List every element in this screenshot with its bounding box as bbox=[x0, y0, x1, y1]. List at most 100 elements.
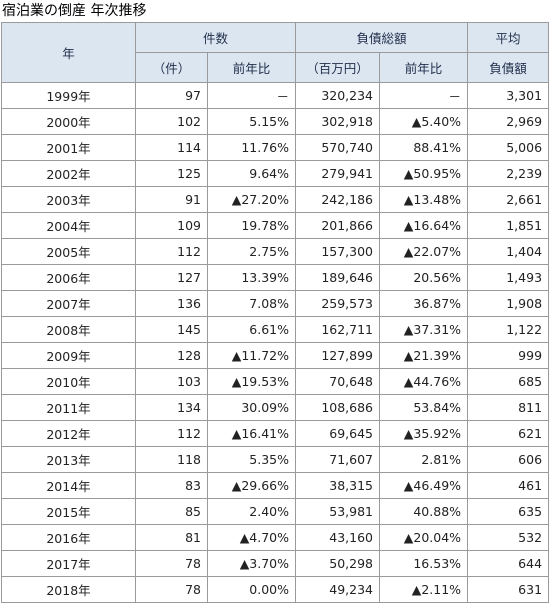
table-row: 2017年 78 ▲3.70% 50,298 16.53% 644 bbox=[1, 550, 550, 577]
value-cell: 50,298 bbox=[295, 550, 381, 577]
value-cell: 2,239 bbox=[467, 160, 550, 187]
value-cell: 83 bbox=[135, 472, 208, 499]
value-cell: 2.75% bbox=[206, 238, 297, 265]
year-cell: 2014年 bbox=[1, 472, 136, 499]
year-cell: 2007年 bbox=[1, 290, 136, 317]
header-cell: 前年比 bbox=[206, 52, 297, 83]
table-row: 2010年 103 ▲19.53% 70,648 ▲44.76% 685 bbox=[1, 368, 550, 395]
value-cell: ▲22.07% bbox=[379, 238, 469, 265]
value-cell: 2.81% bbox=[379, 446, 469, 473]
value-cell: 128 bbox=[135, 342, 208, 369]
value-cell: 71,607 bbox=[295, 446, 381, 473]
value-cell: 685 bbox=[467, 368, 550, 395]
year-cell: 2017年 bbox=[1, 550, 136, 577]
year-cell: 1999年 bbox=[1, 82, 136, 109]
value-cell: ▲16.41% bbox=[206, 420, 297, 447]
title: 宿泊業の倒産 年次推移 bbox=[2, 3, 147, 19]
value-cell: － bbox=[206, 82, 297, 109]
year-cell: 2015年 bbox=[1, 498, 136, 525]
year-cell: 2011年 bbox=[1, 394, 136, 421]
header-cell: （件） bbox=[135, 52, 208, 83]
value-cell: ▲5.40% bbox=[379, 108, 469, 135]
value-cell: ▲13.48% bbox=[379, 186, 469, 213]
value-cell: 127,899 bbox=[295, 342, 381, 369]
year-cell: 2010年 bbox=[1, 368, 136, 395]
value-cell: 570,740 bbox=[295, 134, 381, 161]
table-row: 1999年 97 － 320,234 － 3,301 bbox=[1, 82, 550, 109]
value-cell: ▲35.92% bbox=[379, 420, 469, 447]
value-cell: 81 bbox=[135, 524, 208, 551]
year-cell: 2013年 bbox=[1, 446, 136, 473]
value-cell: 136 bbox=[135, 290, 208, 317]
value-cell: ▲50.95% bbox=[379, 160, 469, 187]
year-cell: 2006年 bbox=[1, 264, 136, 291]
value-cell: ▲19.53% bbox=[206, 368, 297, 395]
value-cell: ▲29.66% bbox=[206, 472, 297, 499]
value-cell: 644 bbox=[467, 550, 550, 577]
value-cell: 43,160 bbox=[295, 524, 381, 551]
value-cell: 6.61% bbox=[206, 316, 297, 343]
table-row: 2001年 114 11.76% 570,740 88.41% 5,006 bbox=[1, 134, 550, 161]
header-cell: 負債総額 bbox=[295, 22, 469, 53]
table-row: 2015年 85 2.40% 53,981 40.88% 635 bbox=[1, 498, 550, 525]
value-cell: 157,300 bbox=[295, 238, 381, 265]
value-cell: 145 bbox=[135, 316, 208, 343]
value-cell: 30.09% bbox=[206, 394, 297, 421]
year-cell: 2000年 bbox=[1, 108, 136, 135]
value-cell: 53,981 bbox=[295, 498, 381, 525]
value-cell: 279,941 bbox=[295, 160, 381, 187]
table-row: 2002年 125 9.64% 279,941 ▲50.95% 2,239 bbox=[1, 160, 550, 187]
value-cell: 40.88% bbox=[379, 498, 469, 525]
value-cell: ▲3.70% bbox=[206, 550, 297, 577]
table-row: 2000年 102 5.15% 302,918 ▲5.40% 2,969 bbox=[1, 108, 550, 135]
value-cell: 606 bbox=[467, 446, 550, 473]
value-cell: 85 bbox=[135, 498, 208, 525]
value-cell: 112 bbox=[135, 420, 208, 447]
value-cell: 320,234 bbox=[295, 82, 381, 109]
value-cell: ▲44.76% bbox=[379, 368, 469, 395]
value-cell: 91 bbox=[135, 186, 208, 213]
value-cell: 0.00% bbox=[206, 576, 297, 603]
value-cell: 36.87% bbox=[379, 290, 469, 317]
value-cell: 999 bbox=[467, 342, 550, 369]
value-cell: ▲4.70% bbox=[206, 524, 297, 551]
value-cell: 635 bbox=[467, 498, 550, 525]
value-cell: 7.08% bbox=[206, 290, 297, 317]
value-cell: 53.84% bbox=[379, 394, 469, 421]
value-cell: 102 bbox=[135, 108, 208, 135]
value-cell: 811 bbox=[467, 394, 550, 421]
value-cell: 78 bbox=[135, 550, 208, 577]
table-row: 2014年 83 ▲29.66% 38,315 ▲46.49% 461 bbox=[1, 472, 550, 499]
value-cell: 78 bbox=[135, 576, 208, 603]
value-cell: ▲20.04% bbox=[379, 524, 469, 551]
value-cell: 5.35% bbox=[206, 446, 297, 473]
value-cell: 9.64% bbox=[206, 160, 297, 187]
value-cell: 125 bbox=[135, 160, 208, 187]
value-cell: 1,122 bbox=[467, 316, 550, 343]
value-cell: 1,493 bbox=[467, 264, 550, 291]
value-cell: 5,006 bbox=[467, 134, 550, 161]
value-cell: 19.78% bbox=[206, 212, 297, 239]
value-cell: 13.39% bbox=[206, 264, 297, 291]
value-cell: 69,645 bbox=[295, 420, 381, 447]
value-cell: 631 bbox=[467, 576, 550, 603]
value-cell: 16.53% bbox=[379, 550, 469, 577]
value-cell: 259,573 bbox=[295, 290, 381, 317]
value-cell: 2,661 bbox=[467, 186, 550, 213]
value-cell: 38,315 bbox=[295, 472, 381, 499]
value-cell: 11.76% bbox=[206, 134, 297, 161]
header-cell: 件数 bbox=[134, 22, 297, 53]
value-cell: ▲46.49% bbox=[379, 472, 469, 499]
table-row: 2013年 118 5.35% 71,607 2.81% 606 bbox=[1, 446, 550, 473]
table-row: 2006年 127 13.39% 189,646 20.56% 1,493 bbox=[1, 264, 550, 291]
value-cell: 70,648 bbox=[295, 368, 381, 395]
table-row: 2008年 145 6.61% 162,711 ▲37.31% 1,122 bbox=[1, 316, 550, 343]
value-cell: 118 bbox=[135, 446, 208, 473]
value-cell: 1,851 bbox=[467, 212, 550, 239]
value-cell: 1,908 bbox=[467, 290, 550, 317]
value-cell: 108,686 bbox=[295, 394, 381, 421]
header-cell: 負債額 bbox=[467, 52, 550, 83]
value-cell: ▲16.64% bbox=[379, 212, 469, 239]
table-row: 2007年 136 7.08% 259,573 36.87% 1,908 bbox=[1, 290, 550, 317]
value-cell: ▲27.20% bbox=[206, 186, 297, 213]
